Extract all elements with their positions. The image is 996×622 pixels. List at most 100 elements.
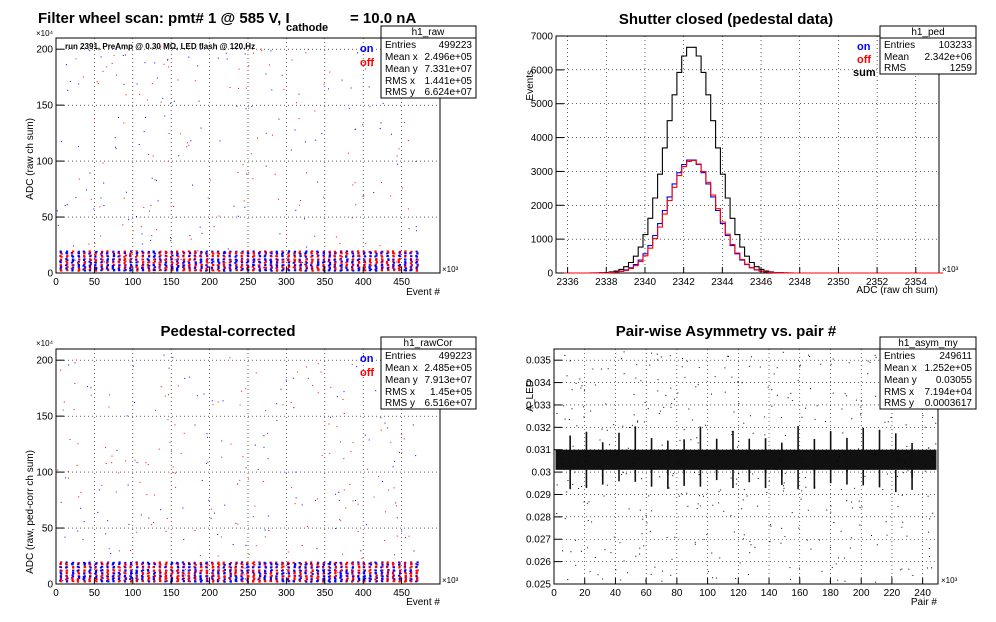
data-point-off bbox=[380, 261, 383, 264]
data-point-off bbox=[75, 58, 77, 60]
data-point bbox=[575, 564, 577, 566]
data-point-off bbox=[272, 134, 274, 136]
data-point bbox=[929, 518, 931, 520]
data-point-on bbox=[153, 571, 156, 574]
data-point-on bbox=[88, 570, 91, 573]
data-point-off bbox=[328, 577, 332, 580]
data-point-on bbox=[123, 575, 126, 578]
data-point bbox=[640, 380, 642, 382]
data-point-off bbox=[351, 563, 354, 566]
data-point bbox=[737, 381, 739, 383]
data-point-off bbox=[368, 260, 372, 263]
data-point bbox=[606, 484, 608, 486]
data-point-off bbox=[356, 580, 360, 583]
data-point-on bbox=[269, 259, 272, 262]
data-point-off bbox=[287, 570, 290, 572]
data-point-off bbox=[312, 384, 314, 386]
data-point-on bbox=[65, 64, 67, 66]
data-point-on bbox=[89, 261, 92, 264]
data-point bbox=[820, 363, 822, 365]
data-point-on bbox=[170, 251, 173, 254]
data-point-off bbox=[141, 571, 144, 574]
data-point-off bbox=[371, 65, 373, 67]
data-point-on bbox=[222, 261, 225, 263]
data-point-off bbox=[83, 261, 86, 264]
data-point-off bbox=[408, 535, 410, 537]
data-point-on bbox=[339, 575, 342, 578]
data-point-on bbox=[345, 572, 348, 574]
data-point-on bbox=[222, 566, 225, 569]
x-tick-label: 220 bbox=[884, 588, 901, 599]
data-point-off bbox=[254, 505, 256, 507]
data-point-on bbox=[71, 569, 75, 572]
data-point-on bbox=[404, 267, 408, 270]
data-point-off bbox=[252, 578, 255, 581]
data-point bbox=[840, 530, 842, 532]
data-point-on bbox=[75, 197, 77, 199]
data-point-off bbox=[107, 578, 110, 581]
data-point bbox=[674, 536, 676, 538]
data-point-off bbox=[113, 55, 115, 57]
asymmetry-spike bbox=[715, 469, 718, 481]
data-point-off bbox=[323, 83, 325, 85]
data-point bbox=[764, 416, 766, 418]
data-point-off bbox=[118, 472, 120, 474]
data-point-off bbox=[246, 267, 249, 269]
data-point bbox=[633, 414, 635, 416]
data-point-on bbox=[118, 561, 121, 564]
data-point-off bbox=[333, 255, 337, 258]
data-point-on bbox=[106, 264, 109, 267]
data-point-off bbox=[410, 575, 413, 578]
data-point-off bbox=[164, 250, 167, 253]
legend-off: off bbox=[360, 367, 374, 379]
data-point-off bbox=[390, 195, 392, 197]
data-point-off bbox=[65, 260, 68, 263]
data-point-off bbox=[293, 260, 296, 263]
stats-name: h1_rawCor bbox=[404, 338, 454, 349]
data-point bbox=[903, 472, 905, 474]
data-point-on bbox=[404, 269, 407, 272]
data-point-on bbox=[211, 569, 215, 572]
data-point-on bbox=[269, 578, 272, 581]
data-point-on bbox=[339, 576, 342, 579]
data-point-off bbox=[76, 579, 79, 582]
data-point-off bbox=[158, 252, 161, 255]
data-point-on bbox=[355, 128, 357, 130]
data-point bbox=[568, 419, 570, 421]
data-point-off bbox=[281, 261, 284, 264]
data-point-off bbox=[304, 561, 307, 564]
data-point-on bbox=[416, 263, 419, 266]
data-point-off bbox=[136, 531, 138, 533]
data-point-off bbox=[216, 251, 219, 254]
data-point-on bbox=[357, 52, 359, 54]
data-point-off bbox=[168, 394, 170, 396]
data-point-on bbox=[351, 571, 354, 574]
data-point-on bbox=[206, 580, 209, 583]
data-point-off bbox=[83, 255, 86, 258]
data-point-on bbox=[219, 140, 221, 142]
data-point-on bbox=[393, 578, 396, 581]
data-point-off bbox=[118, 261, 121, 264]
data-point-off bbox=[183, 432, 185, 434]
data-point bbox=[789, 578, 791, 580]
data-point-off bbox=[143, 206, 145, 208]
data-point-on bbox=[117, 255, 120, 258]
data-point-on bbox=[314, 499, 316, 501]
data-point-off bbox=[253, 572, 256, 575]
data-point-on bbox=[69, 81, 71, 83]
data-point-off bbox=[351, 573, 354, 575]
data-point-on bbox=[110, 553, 112, 555]
data-point-off bbox=[310, 255, 313, 258]
data-point-on bbox=[409, 570, 412, 573]
data-point-off bbox=[311, 265, 314, 268]
data-point-off bbox=[164, 571, 168, 574]
data-point bbox=[875, 357, 877, 359]
data-point-on bbox=[136, 462, 138, 464]
data-point-on bbox=[351, 255, 355, 258]
data-point-off bbox=[158, 261, 161, 264]
data-point-on bbox=[380, 566, 383, 569]
data-point-off bbox=[369, 106, 371, 108]
data-point-on bbox=[328, 255, 331, 258]
data-point bbox=[830, 363, 832, 365]
data-point-on bbox=[380, 267, 384, 269]
